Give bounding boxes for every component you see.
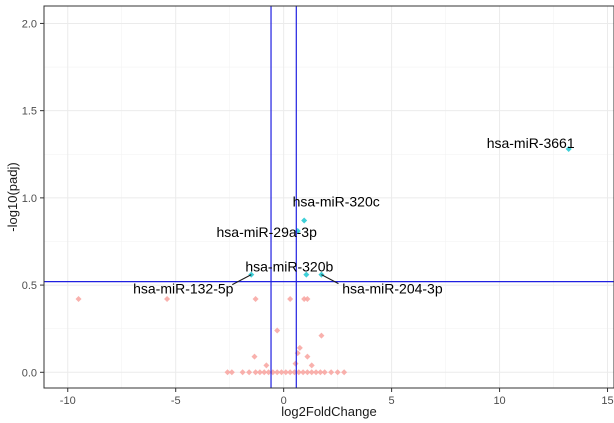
non-significant-point: [263, 362, 270, 369]
y-tick-label: 2.0: [22, 18, 37, 30]
point-label: hsa-miR-29a-3p: [217, 224, 318, 240]
y-tick-label: 0.5: [22, 280, 37, 292]
non-significant-point: [295, 369, 302, 376]
non-significant-point: [274, 369, 281, 376]
non-significant-point: [228, 369, 235, 376]
point-label: hsa-miR-3661: [487, 135, 575, 151]
non-significant-point: [301, 296, 308, 303]
non-significant-point: [328, 369, 335, 376]
non-significant-point: [304, 369, 311, 376]
x-tick-label: 15: [601, 395, 613, 407]
label-leader-line: [232, 274, 252, 286]
y-tick-label: 1.0: [22, 193, 37, 205]
non-significant-point: [313, 369, 320, 376]
non-significant-point: [296, 344, 303, 351]
plot-panel-background: [44, 6, 614, 388]
non-significant-point: [224, 369, 231, 376]
non-significant-point: [252, 296, 259, 303]
y-axis-title: -log10(padj): [5, 162, 20, 231]
x-tick-label: 5: [389, 395, 395, 407]
non-significant-point: [292, 360, 299, 367]
point-label: hsa-miR-204-3p: [342, 281, 443, 297]
threshold-lines: [44, 6, 614, 388]
non-significant-point: [287, 369, 294, 376]
x-tick-label: 0: [281, 395, 287, 407]
non-significant-point: [256, 369, 263, 376]
non-significant-point: [334, 369, 341, 376]
grid-lines: [44, 6, 614, 388]
plot-panel-border: [43, 5, 614, 389]
non-significant-point: [304, 353, 311, 360]
non-significant-point: [252, 369, 259, 376]
x-tick-label: -5: [171, 395, 181, 407]
non-significant-point: [246, 369, 253, 376]
x-tick-label: 10: [493, 395, 505, 407]
significant-point: [301, 217, 308, 224]
y-tick-label: 0.0: [22, 367, 37, 379]
x-tick-label: -10: [60, 395, 76, 407]
non-significant-point: [308, 369, 315, 376]
axes: -10 -5 0 5 10 15 0.0 0.5 1.0 1.5 2.0: [22, 18, 614, 407]
non-significant-point: [317, 369, 324, 376]
y-tick-label: 1.5: [22, 106, 37, 118]
point-label: hsa-miR-320c: [293, 194, 380, 210]
label-leader-line: [321, 274, 339, 285]
non-significant-point: [164, 296, 171, 303]
significant-point: [565, 146, 572, 153]
point-label: hsa-miR-320b: [245, 259, 333, 275]
non-significant-point: [308, 362, 315, 369]
point-label: hsa-miR-132-5p: [133, 281, 234, 297]
non-significant-point: [287, 296, 294, 303]
non-significant-point: [278, 369, 285, 376]
non-significant-point: [282, 369, 289, 376]
significant-point: [303, 271, 310, 278]
non-significant-point: [341, 369, 348, 376]
non-significant-point: [274, 327, 281, 334]
non-significant-point: [300, 369, 307, 376]
non-significant-point: [261, 369, 268, 376]
non-significant-point: [304, 296, 311, 303]
non-significant-point: [321, 369, 328, 376]
non-significant-point: [265, 369, 272, 376]
non-significant-point: [318, 332, 325, 339]
point-labels: hsa-miR-3661 hsa-miR-320c hsa-miR-29a-3p hs…: [133, 135, 575, 297]
x-axis-title: log2FoldChange: [281, 404, 376, 419]
non-significant-point: [251, 353, 258, 360]
non-significant-point: [75, 296, 82, 303]
non-significant-point: [239, 369, 246, 376]
